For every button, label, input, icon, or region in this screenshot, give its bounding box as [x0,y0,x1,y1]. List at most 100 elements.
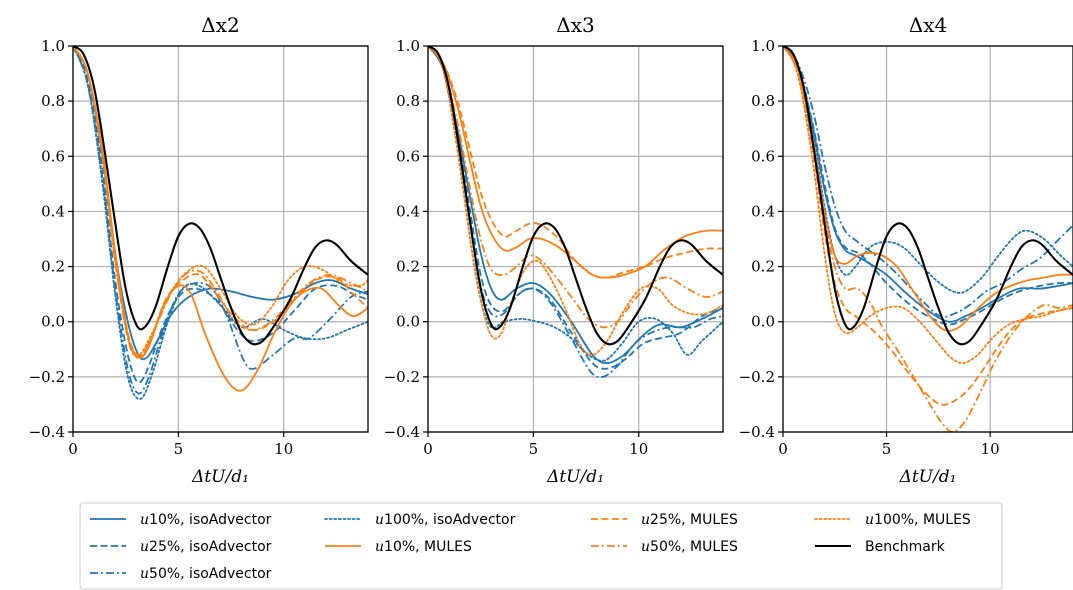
y-tick-label: −0.4 [29,423,65,441]
panel-title: Δx4 [909,13,947,37]
x-tick-label: 5 [529,440,539,458]
y-tick-label: −0.4 [739,423,775,441]
series-group [783,46,1073,432]
x-tick-label: 5 [174,440,184,458]
y-tick-label: −0.2 [29,368,65,386]
legend-label-text: 10%, MULES [384,539,472,555]
legend-label: u10%, isoAdvector [140,512,272,528]
y-tick-label: 0.6 [41,147,65,165]
legend-label-var: u [375,512,384,528]
x-tick-label: 0 [423,440,433,458]
legend-label-var: u [865,512,874,528]
legend-label-text: 10%, isoAdvector [149,512,272,528]
series-line-u100-mules [783,46,1073,365]
series-group [428,46,723,379]
y-tick-label: 0.6 [751,147,775,165]
panel-3: 0 5 10 −0.4 −0.2 0.0 0.2 0.4 0.6 0.8 1.0 Δx4 ΔtU/d₁ [739,13,1073,487]
series-line-benchmark [73,46,368,346]
legend-entry: u100%, MULES [814,512,971,528]
series-line-u50-isoadvector [73,46,368,395]
y-tick-label: −0.4 [384,423,420,441]
series-line-u50-mules [783,46,1073,432]
legend-box [79,502,1003,590]
y-tick-label: 0.4 [41,202,65,220]
legend-entry: u50%, MULES [591,539,738,555]
series-line-u10-mules [783,46,1073,332]
y-tick-label: 1.0 [751,37,775,55]
plot-frame [427,45,724,433]
legend-entry: u10%, isoAdvector [90,512,272,528]
x-axis-label: ΔtU/d₁ [191,467,249,487]
series-line-u100-isoadvector [73,46,368,400]
y-tick-label: 0.0 [751,313,775,331]
y-tick-label: −0.2 [739,368,775,386]
series-group [73,46,368,400]
legend-entry: u10%, MULES [325,539,472,555]
series-line-benchmark [428,46,723,346]
panel-2: 0 5 10 −0.4 −0.2 0.0 0.2 0.4 0.6 0.8 1.0 Δx3 ΔtU/d₁ [384,13,724,487]
y-tick-label: 0.6 [396,147,420,165]
series-line-benchmark [783,46,1073,346]
legend-label-var: u [641,512,650,528]
legend-label-var: u [140,566,149,582]
x-axis-label: ΔtU/d₁ [899,467,957,487]
legend-label-var: u [641,539,650,555]
legend-label-text: 50%, MULES [650,539,738,555]
series-line-u25-isoadvector [73,46,368,384]
legend-label-var: u [140,512,149,528]
x-tick-label: 10 [981,440,1000,458]
legend-entry: u25%, MULES [591,512,738,528]
y-tick-label: 0.0 [41,313,65,331]
legend-entry: u25%, isoAdvector [90,539,272,555]
series-line-u25-isoadvector [783,46,1073,326]
y-tick-label: −0.2 [384,368,420,386]
y-tick-label: 0.2 [751,258,775,276]
x-tick-label: 0 [778,440,788,458]
y-tick-label: 0.8 [396,92,420,110]
legend-label: u100%, isoAdvector [375,512,516,528]
series-line-u10-isoadvector [428,46,723,364]
legend-label-text: 50%, isoAdvector [149,566,272,582]
legend-label: u10%, MULES [375,539,472,555]
series-line-u100-mules [428,46,723,356]
legend-label-text: 100%, MULES [874,512,971,528]
plot-frame [782,45,1073,433]
series-line-u100-isoadvector [783,46,1073,294]
plot-frame [72,45,369,433]
legend-label: u25%, isoAdvector [140,539,272,555]
legend-label-text: 100%, isoAdvector [384,512,516,528]
panel-title: Δx2 [201,13,239,37]
x-tick-label: 5 [882,440,892,458]
legend-entry: Benchmark [815,539,946,555]
x-tick-label: 10 [274,440,293,458]
legend-label: Benchmark [865,539,946,555]
series-line-u10-mules [428,46,723,279]
y-tick-label: 0.2 [41,258,65,276]
legend-label: u50%, MULES [641,539,738,555]
legend-label: u50%, isoAdvector [140,566,272,582]
y-tick-label: 0.8 [751,92,775,110]
y-tick-label: 1.0 [41,37,65,55]
legend-entry: u100%, isoAdvector [324,512,516,528]
legend-label-var: u [375,539,384,555]
x-tick-label: 0 [68,440,78,458]
series-line-u25-isoadvector [428,46,723,370]
legend-entry: u50%, isoAdvector [90,566,272,582]
y-tick-label: 0.4 [751,202,775,220]
legend-label-var: u [140,539,149,555]
y-tick-label: 0.4 [396,202,420,220]
series-line-u100-mules [73,46,368,356]
series-line-u25-mules [73,46,368,357]
series-line-u50-mules [428,46,723,329]
y-tick-label: 0.8 [41,92,65,110]
panel-title: Δx3 [556,13,594,37]
series-line-u10-isoadvector [783,46,1073,323]
legend-label-text: 25%, isoAdvector [149,539,272,555]
legend-label: u100%, MULES [865,512,971,528]
y-tick-label: 0.0 [396,313,420,331]
x-axis-label: ΔtU/d₁ [546,467,604,487]
legend-label-text: 25%, MULES [650,512,738,528]
y-tick-label: 1.0 [396,37,420,55]
y-tick-label: 0.2 [396,258,420,276]
